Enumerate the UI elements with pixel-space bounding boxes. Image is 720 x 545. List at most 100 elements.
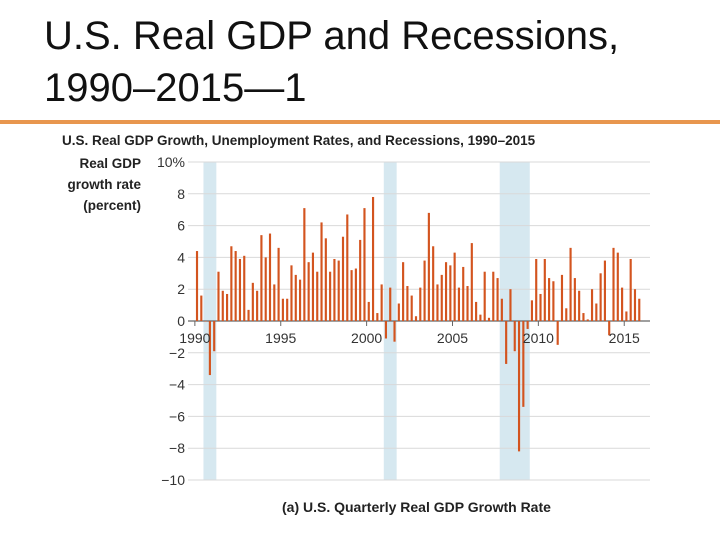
gdp-bar: [513, 321, 516, 352]
gdp-bar: [277, 247, 280, 321]
gdp-bar: [517, 321, 521, 452]
x-axis-ticks: 1990 1995 2000 2005 2010 2015: [179, 321, 640, 346]
gdp-bar: [307, 262, 310, 321]
gdp-bar: [569, 247, 572, 321]
y-axis-label-line: Real GDP: [79, 156, 141, 171]
gdp-bar: [608, 321, 611, 336]
gdp-bar: [522, 321, 525, 407]
gdp-bar: [376, 313, 379, 321]
gdp-bar: [324, 238, 327, 321]
gdp-bar: [432, 246, 435, 321]
gdp-bar: [487, 317, 491, 321]
gdp-bar: [264, 257, 267, 321]
gdp-bar: [509, 289, 512, 321]
gdp-bar: [260, 235, 263, 321]
gdp-bar: [303, 208, 306, 321]
gdp-bar: [311, 252, 315, 321]
gdp-bar: [560, 274, 564, 321]
gdp-bar: [565, 308, 568, 321]
gridlines: [188, 161, 650, 481]
gdp-bar: [251, 282, 254, 321]
gdp-bar: [337, 260, 340, 321]
gdp-bar: [286, 298, 289, 321]
gdp-bar: [247, 309, 250, 321]
recession-bands: [203, 162, 530, 480]
gdp-bar: [410, 295, 413, 321]
gdp-bar: [359, 239, 362, 321]
gdp-bar: [402, 262, 405, 321]
gdp-bar: [578, 290, 581, 321]
gdp-bar: [586, 319, 589, 321]
y-tick-label: −2: [169, 345, 185, 361]
gdp-bar: [483, 271, 486, 321]
gdp-bar: [346, 214, 349, 321]
gdp-bar: [625, 311, 628, 321]
x-tick-label: 2015: [609, 330, 640, 346]
gdp-bar: [208, 321, 211, 376]
gdp-bar: [371, 196, 375, 321]
gdp-bar: [440, 274, 443, 321]
gdp-bar: [535, 258, 538, 321]
x-tick-label: 1990: [179, 330, 210, 346]
gdp-bar: [204, 321, 207, 322]
gdp-bar: [354, 268, 357, 321]
gdp-bar: [243, 255, 246, 321]
gdp-bar: [582, 313, 585, 321]
slide-title: U.S. Real GDP and Recessions, 1990–2015—…: [44, 10, 714, 114]
gdp-bar: [393, 321, 396, 342]
slide-title-line-2: 1990–2015—1: [44, 66, 307, 110]
gdp-bar-chart: U.S. Real GDP Growth, Unemployment Rates…: [62, 133, 650, 515]
y-axis-label: Real GDP growth rate (percent): [67, 156, 141, 213]
chart-title: U.S. Real GDP Growth, Unemployment Rates…: [62, 133, 536, 148]
gdp-bar: [616, 252, 619, 321]
gdp-bar: [350, 270, 353, 321]
gdp-bar: [479, 314, 482, 321]
gdp-bar: [590, 289, 594, 321]
gdp-bar: [419, 287, 422, 321]
gdp-bar: [556, 321, 559, 345]
gdp-bar: [629, 258, 632, 321]
y-axis-ticks: 10% 8 6 4 2 0 −2 −4 −6 −8 −10: [157, 154, 185, 488]
gdp-bar: [595, 303, 598, 321]
gdp-bar: [466, 286, 469, 321]
gdp-bar: [414, 316, 418, 321]
gdp-bar: [552, 281, 555, 321]
gdp-bar: [200, 295, 203, 321]
gdp-bar: [195, 251, 199, 321]
gdp-bar: [530, 300, 533, 321]
gdp-bar: [599, 273, 602, 321]
y-tick-label: −6: [169, 408, 185, 424]
y-tick-label: 0: [177, 313, 185, 329]
title-divider: [0, 120, 720, 124]
gdp-bar: [316, 271, 319, 321]
gdp-bar: [290, 265, 293, 321]
gdp-bar: [273, 284, 276, 321]
gdp-bar: [427, 212, 430, 321]
gdp-bar: [406, 286, 409, 321]
gdp-bar: [294, 274, 297, 321]
gdp-bar: [500, 298, 503, 321]
gdp-bar: [363, 208, 366, 321]
gdp-bar: [230, 246, 233, 321]
gdp-bar: [496, 278, 499, 321]
gdp-bar: [470, 243, 473, 321]
gdp-bar: [457, 287, 461, 321]
gdp-bar: [548, 278, 551, 321]
gdp-bar: [213, 321, 216, 352]
gdp-bar: [367, 301, 370, 321]
y-tick-label: 6: [177, 218, 185, 234]
gdp-bar: [389, 287, 392, 321]
gdp-bar: [380, 284, 383, 321]
bar-series: [195, 196, 641, 452]
gdp-bar: [612, 247, 615, 321]
y-tick-label: −10: [161, 472, 185, 488]
gdp-bar: [573, 278, 576, 321]
slide-title-line-1: U.S. Real GDP and Recessions,: [44, 14, 620, 58]
x-tick-label: 2010: [523, 330, 554, 346]
gdp-bar: [320, 222, 323, 321]
gdp-bar: [526, 321, 529, 329]
gdp-bar: [384, 321, 388, 339]
gdp-bar: [505, 321, 508, 364]
gdp-bar: [436, 284, 439, 321]
gdp-chart-panel: U.S. Real GDP Growth, Unemployment Rates…: [0, 126, 720, 540]
